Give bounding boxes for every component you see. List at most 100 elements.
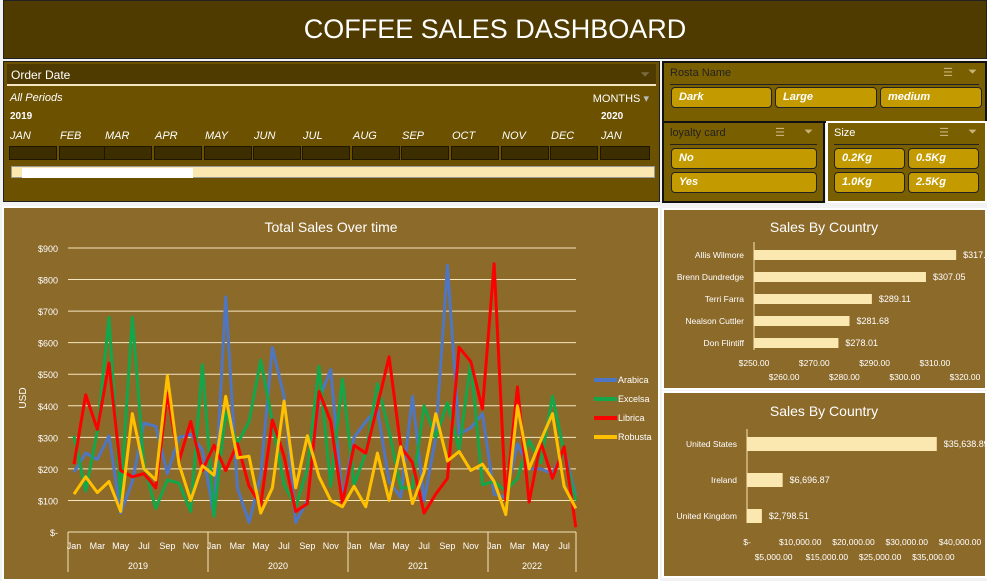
x-tick-label: Sep <box>299 541 315 551</box>
x-tick-label: $300.00 <box>889 372 920 382</box>
clear-filter-icon[interactable]: ⏷ <box>804 126 813 138</box>
category-label: Ireland <box>711 475 737 485</box>
month-cell[interactable] <box>253 146 301 160</box>
month-cell[interactable] <box>501 146 549 160</box>
data-label: $278.01 <box>845 338 878 348</box>
slicer-title: loyalty card <box>670 127 726 139</box>
x-tick-label: $35,000.00 <box>912 552 955 562</box>
chart-title: Sales By Country <box>770 403 878 419</box>
slicer-item-no[interactable]: No <box>671 148 817 169</box>
timeline-scrollbar[interactable] <box>11 166 655 178</box>
x-tick-label: Sep <box>439 541 455 551</box>
x-tick-label: $30,000.00 <box>885 537 928 547</box>
clear-filter-icon[interactable]: ⏷ <box>968 66 977 78</box>
x-tick-label: Jan <box>67 541 82 551</box>
y-tick-label: $800 <box>38 276 58 286</box>
month-cell[interactable] <box>9 146 57 160</box>
year-label: 2019 <box>128 561 148 571</box>
x-tick-label: $10,000.00 <box>779 537 822 547</box>
legend-label: Arabica <box>618 375 649 385</box>
month-cell[interactable] <box>302 146 350 160</box>
multi-select-icon[interactable]: ☰ <box>943 67 953 79</box>
y-tick-label: $200 <box>38 465 58 475</box>
category-label: United States <box>686 439 737 449</box>
bar <box>747 509 762 523</box>
month-cell[interactable] <box>59 146 107 160</box>
slicer-item-medium[interactable]: medium <box>880 87 982 108</box>
month-label: APR <box>155 130 178 142</box>
multi-select-icon[interactable]: ☰ <box>775 127 785 139</box>
y-tick-label: $900 <box>38 244 58 254</box>
slicer-item-0-5kg[interactable]: 0.5Kg <box>908 148 979 169</box>
y-tick-label: $400 <box>38 402 58 412</box>
slicer-item-large[interactable]: Large <box>775 87 877 108</box>
category-label: Terri Farra <box>705 294 744 304</box>
month-cell[interactable] <box>104 146 152 160</box>
month-cell[interactable] <box>451 146 499 160</box>
slicer-item-dark[interactable]: Dark <box>671 87 772 108</box>
x-tick-label: May <box>532 541 550 551</box>
month-cell[interactable] <box>154 146 202 160</box>
sales-by-country-chart: Sales By Country United States $35,638.89 I… <box>662 391 987 578</box>
slicer-item-2-5kg[interactable]: 2.5Kg <box>908 172 979 193</box>
bar-chart-svg: Sales By Country Allis Wilmore $317.07 Bren… <box>677 219 987 382</box>
clear-filter-icon[interactable]: ⏷ <box>640 67 650 81</box>
x-tick-label: $310.00 <box>919 358 950 368</box>
x-tick-label: $250.00 <box>739 358 770 368</box>
x-tick-label: Sep <box>159 541 175 551</box>
timeline-title: Order Date <box>11 68 71 82</box>
y-tick-label: $300 <box>38 433 58 443</box>
sales-over-time-chart: Total Sales Over time USD $- $100 $200 $300 $4… <box>2 206 660 581</box>
x-tick-label: Jan <box>207 541 222 551</box>
slicer-item-yes[interactable]: Yes <box>671 172 817 193</box>
x-tick-label: Jan <box>347 541 362 551</box>
data-label: $35,638.89 <box>944 439 985 449</box>
slicer-title: Rosta Name <box>670 67 732 79</box>
bar <box>747 437 937 451</box>
roast-slicer: Rosta Name ☰ ⏷ Dark Large medium <box>662 61 987 123</box>
month-cell[interactable] <box>600 146 650 160</box>
month-cell[interactable] <box>352 146 400 160</box>
month-label: OCT <box>452 130 476 142</box>
time-level-dropdown[interactable]: MONTHS ▾ <box>593 92 649 105</box>
category-label: Don Flintiff <box>704 338 745 348</box>
dashboard-title: COFFEE SALES DASHBOARD <box>3 0 987 59</box>
month-cell[interactable] <box>550 146 598 160</box>
month-label: FEB <box>60 130 82 142</box>
month-label: JAN <box>10 130 31 142</box>
slicer-item-1-0kg[interactable]: 1.0Kg <box>834 172 905 193</box>
y-tick-label: $100 <box>38 496 58 506</box>
x-tick-label: $- <box>743 537 751 547</box>
x-tick-label: $290.00 <box>859 358 890 368</box>
month-label: SEP <box>402 130 425 142</box>
legend-label: Librica <box>618 413 645 423</box>
slicer-item-0-2kg[interactable]: 0.2Kg <box>834 148 905 169</box>
y-tick-label: $600 <box>38 339 58 349</box>
x-tick-label: Jul <box>418 541 430 551</box>
month-cell[interactable] <box>204 146 252 160</box>
x-tick-label: Nov <box>183 541 200 551</box>
order-date-timeline[interactable]: Order Date ⏷ All Periods MONTHS ▾ 2019 2… <box>3 61 660 202</box>
x-tick-label: Nov <box>463 541 480 551</box>
x-tick-label: Mar <box>90 541 106 551</box>
timeline-header: Order Date ⏷ <box>7 64 656 86</box>
data-label: $317.07 <box>963 250 985 260</box>
data-label: $307.05 <box>933 272 966 282</box>
bar <box>754 338 839 348</box>
bar <box>747 473 783 487</box>
multi-select-icon[interactable]: ☰ <box>939 127 949 139</box>
year-label: 2019 <box>10 111 33 122</box>
month-label: JAN <box>601 130 622 142</box>
scrollbar-thumb[interactable] <box>22 168 193 178</box>
x-tick-label: Jan <box>487 541 502 551</box>
clear-filter-icon[interactable]: ⏷ <box>968 126 977 138</box>
series-line-robusta <box>72 374 578 517</box>
category-label: United Kingdom <box>677 511 737 521</box>
y-tick-label: $500 <box>38 370 58 380</box>
month-label: DEC <box>551 130 575 142</box>
data-label: $6,696.87 <box>790 475 830 485</box>
month-label: MAY <box>205 130 229 142</box>
month-cell[interactable] <box>401 146 449 160</box>
year-label: 2021 <box>408 561 428 571</box>
category-label: Allis Wilmore <box>695 250 744 260</box>
